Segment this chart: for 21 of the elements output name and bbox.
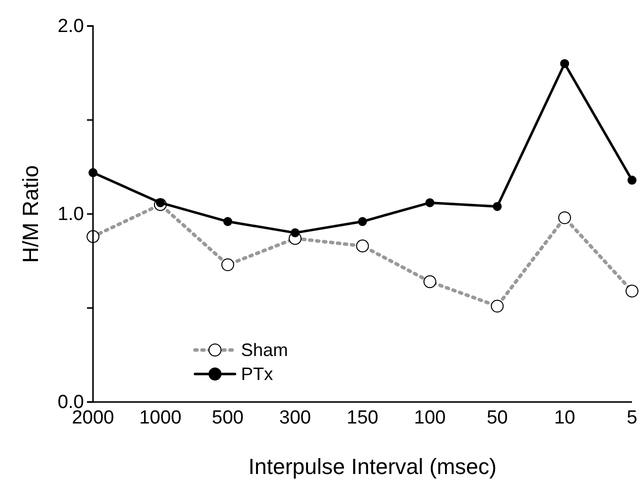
point xyxy=(628,176,636,185)
point xyxy=(358,217,367,226)
legend-label: PTx xyxy=(241,364,274,384)
y-tick-label: 1.0 xyxy=(58,204,84,226)
point xyxy=(290,228,300,238)
point xyxy=(492,202,502,211)
x-tick-label: 500 xyxy=(212,407,244,428)
x-tick-label: 150 xyxy=(346,407,378,428)
x-tick-label: 50 xyxy=(486,407,508,428)
point xyxy=(223,217,232,226)
x-axis-title: Interpulse Interval (msec) xyxy=(248,454,497,479)
point xyxy=(560,59,570,68)
x-tick-label: 300 xyxy=(279,407,311,428)
legend-label: Sham xyxy=(241,340,288,360)
y-axis-title: H/M Ratio xyxy=(18,165,43,263)
point xyxy=(425,198,434,208)
y-tick-label: 2.0 xyxy=(58,16,84,38)
x-tick-label: 1000 xyxy=(139,407,182,428)
x-tick-label: 5 xyxy=(626,407,638,428)
x-tick-label: 10 xyxy=(554,407,576,428)
x-tick-label: 100 xyxy=(414,407,446,428)
